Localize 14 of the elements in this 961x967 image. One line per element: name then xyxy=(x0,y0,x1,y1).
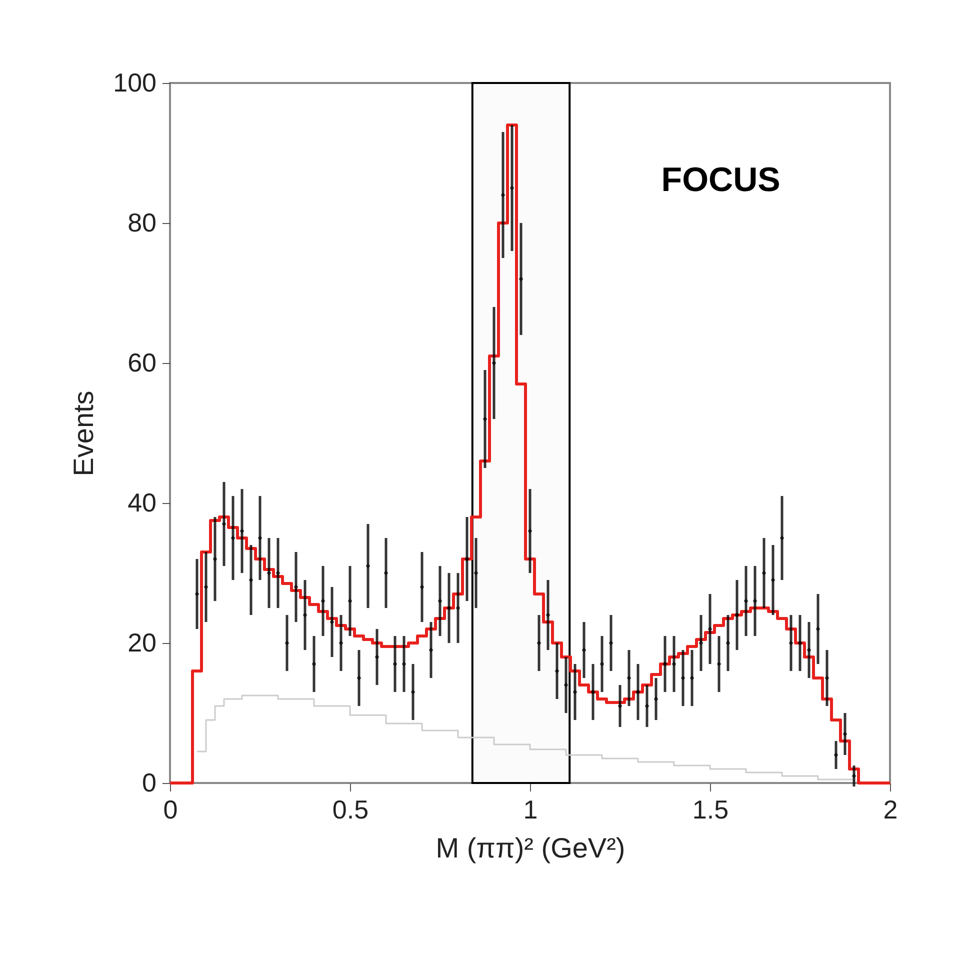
y-tick-label: 60 xyxy=(128,348,156,378)
y-tick-label: 20 xyxy=(128,628,156,658)
y-tick-label: 40 xyxy=(128,488,156,518)
x-axis-title: M (ππ)² (GeV²) xyxy=(436,832,626,864)
y-tick-label: 0 xyxy=(142,768,156,798)
x-tick-label: 0.5 xyxy=(332,794,369,824)
x-tick-label: 1 xyxy=(523,794,538,824)
y-axis-title: Events xyxy=(68,390,100,476)
y-tick-label: 80 xyxy=(128,208,156,238)
x-tick-label: 1.5 xyxy=(692,794,729,824)
annotation: FOCUS xyxy=(661,161,780,199)
x-tick-label: 0 xyxy=(163,794,178,824)
x-tick-label: 2 xyxy=(883,794,898,824)
y-tick-label: 100 xyxy=(113,68,156,98)
